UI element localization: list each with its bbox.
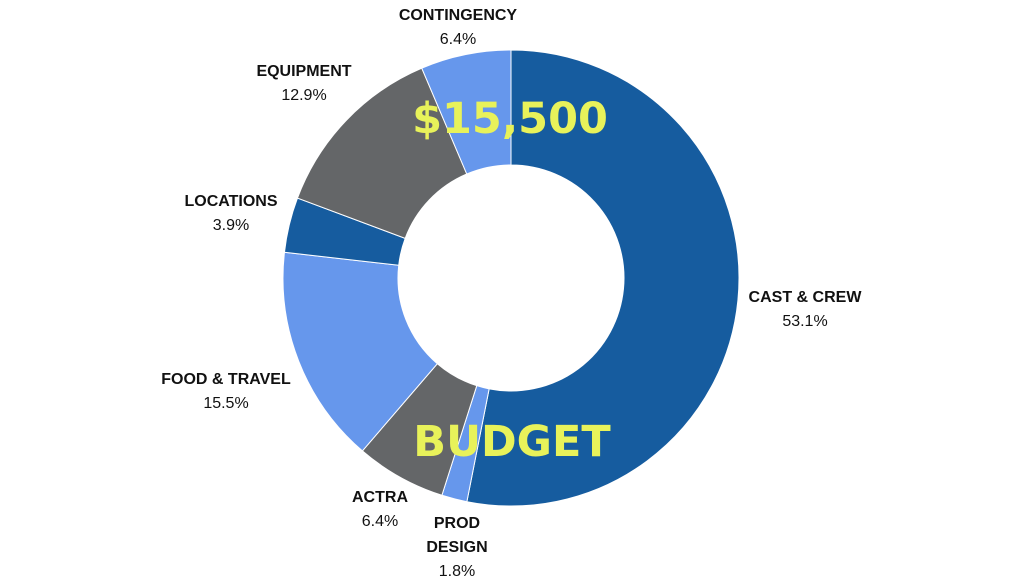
slice-label-text: FOOD & TRAVEL <box>161 371 291 388</box>
label-equipment: EQUIPMENT 12.9% <box>256 63 351 104</box>
slice-value-text: 1.8% <box>439 563 475 578</box>
slice-label-text: CONTINGENCY <box>399 7 518 24</box>
slice-label-text: CAST & CREW <box>749 289 863 306</box>
slice-label-text: EQUIPMENT <box>256 63 351 80</box>
slice-label-text: LOCATIONS <box>184 193 277 210</box>
budget-subtitle: BUDGET <box>413 417 611 467</box>
label-cast-and-crew: CAST & CREW 53.1% <box>749 289 863 330</box>
slice-contingency <box>421 49 512 175</box>
label-contingency: CONTINGENCY 6.4% <box>399 7 518 48</box>
slice-labels: CAST & CREW 53.1% PROD DESIGN 1.8% ACTRA 6.4% F… <box>161 7 862 578</box>
slice-label-text: ACTRA <box>352 489 408 506</box>
slice-value-text: 12.9% <box>281 87 326 104</box>
label-locations: LOCATIONS 3.9% <box>184 193 277 234</box>
label-actra: ACTRA 6.4% <box>352 489 408 530</box>
slice-value-text: 3.9% <box>213 217 249 234</box>
slice-value-text: 15.5% <box>203 395 248 412</box>
slice-label-text: PROD <box>434 515 480 532</box>
slice-food-and-travel <box>282 251 439 452</box>
slice-cast-and-crew <box>466 49 740 507</box>
label-prod-design: PROD DESIGN 1.8% <box>426 515 487 578</box>
donut-slices <box>282 49 740 507</box>
budget-total-title: $15,500 <box>412 94 608 144</box>
slice-label-text: DESIGN <box>426 539 487 556</box>
slice-value-text: 6.4% <box>362 513 398 530</box>
slice-value-text: 53.1% <box>782 313 827 330</box>
label-food-and-travel: FOOD & TRAVEL 15.5% <box>161 371 291 412</box>
slice-value-text: 6.4% <box>440 31 476 48</box>
